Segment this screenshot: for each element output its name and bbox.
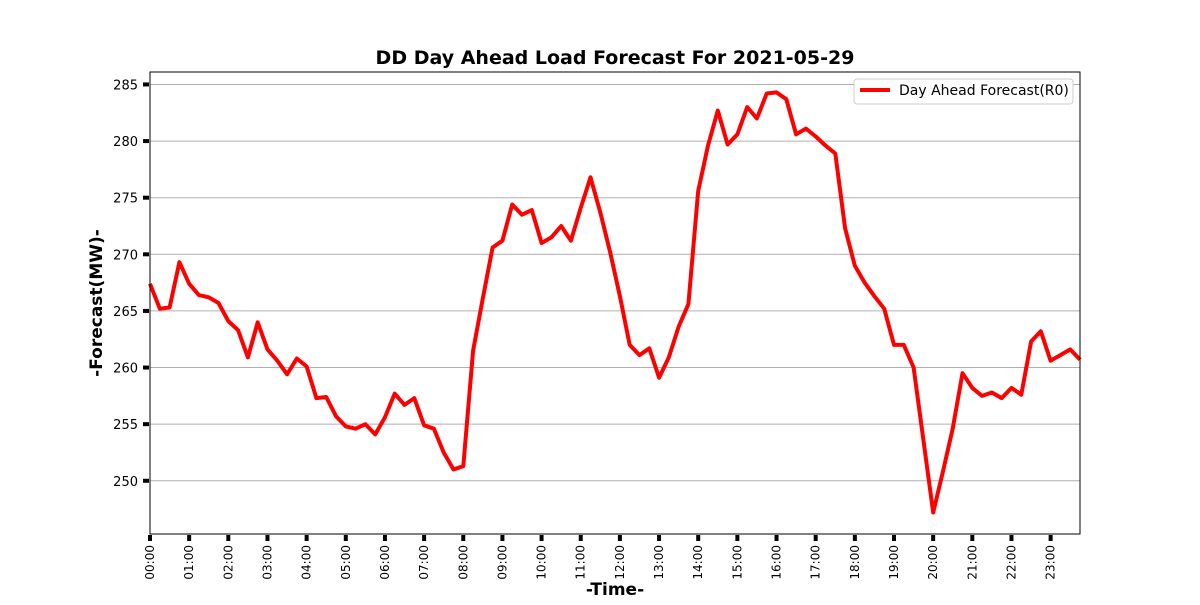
plot-area-frame xyxy=(149,71,1081,535)
x-tick-label: 08:00 xyxy=(456,545,470,580)
x-tick-label: 14:00 xyxy=(691,545,705,580)
y-tick-label: 280 xyxy=(113,135,138,150)
x-tick-label: 13:00 xyxy=(652,545,666,580)
chart-title: DD Day Ahead Load Forecast For 2021-05-2… xyxy=(376,47,855,69)
x-tick-label: 06:00 xyxy=(378,545,392,580)
x-tick-label: 18:00 xyxy=(848,545,862,580)
x-tick-label: 16:00 xyxy=(770,545,784,580)
y-tick-label: 285 xyxy=(113,78,138,93)
x-tick-label: 17:00 xyxy=(809,545,823,580)
x-tick-label: 02:00 xyxy=(221,545,235,580)
series-line xyxy=(148,90,1082,515)
x-tick-label: 01:00 xyxy=(182,545,196,580)
y-tick-label: 250 xyxy=(113,475,138,490)
y-tick-label: 275 xyxy=(113,192,138,207)
x-tick-label: 00:00 xyxy=(143,545,157,580)
legend-box xyxy=(853,78,1074,105)
y-axis-ticks: 250 255 260 265 270 275 280 285 xyxy=(113,78,149,490)
x-tick-label: 12:00 xyxy=(613,545,627,580)
x-tick-label: 09:00 xyxy=(495,545,509,580)
x-tick-label: 04:00 xyxy=(300,545,314,580)
y-tick-label: 260 xyxy=(113,362,138,377)
legend: Day Ahead Forecast(R0) xyxy=(853,78,1074,105)
x-axis-label: -Time- xyxy=(586,580,644,600)
x-tick-label: 22:00 xyxy=(1004,545,1018,580)
y-tick-label: 255 xyxy=(113,418,138,433)
x-tick-label: 07:00 xyxy=(417,545,431,580)
x-tick-label: 23:00 xyxy=(1044,545,1058,580)
x-tick-label: 03:00 xyxy=(260,545,274,580)
y-tick-label: 265 xyxy=(113,305,138,320)
y-axis-label: -Forecast(MW)- xyxy=(87,229,107,377)
x-tick-label: 10:00 xyxy=(535,545,549,580)
x-tick-label: 15:00 xyxy=(730,545,744,580)
x-tick-label: 21:00 xyxy=(965,545,979,580)
x-axis-ticks: 00:00 01:00 02:00 03:00 04:00 05:00 06:00 07:00… xyxy=(143,535,1058,580)
legend-label: Day Ahead Forecast(R0) xyxy=(899,83,1069,99)
x-tick-label: 05:00 xyxy=(339,545,353,580)
x-tick-label: 19:00 xyxy=(887,545,901,580)
x-tick-label: 11:00 xyxy=(574,545,588,580)
x-tick-label: 20:00 xyxy=(926,545,940,580)
y-tick-label: 270 xyxy=(113,248,138,263)
series-layer xyxy=(148,90,1082,515)
